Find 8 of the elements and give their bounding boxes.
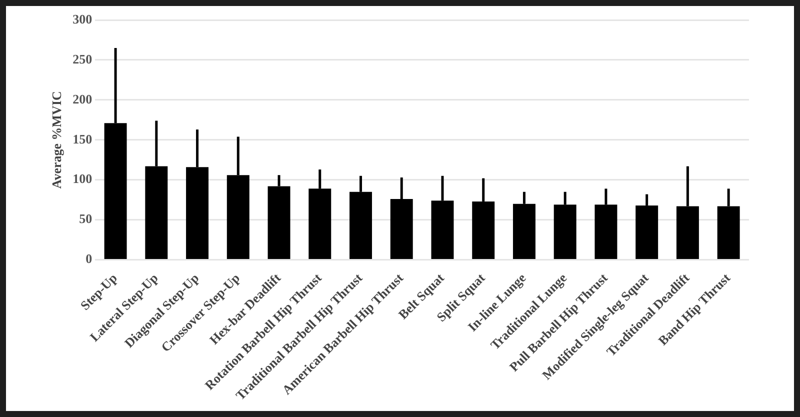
y-tick-label: 300 — [72, 11, 92, 26]
y-tick-label: 150 — [72, 131, 92, 146]
y-tick-label: 200 — [72, 91, 92, 106]
y-tick-label: 250 — [72, 51, 92, 66]
y-tick-label: 100 — [72, 171, 92, 186]
y-axis-title: Average %MVIC — [49, 91, 64, 189]
y-tick-label: 50 — [79, 211, 92, 226]
y-tick-label: 0 — [86, 251, 92, 266]
